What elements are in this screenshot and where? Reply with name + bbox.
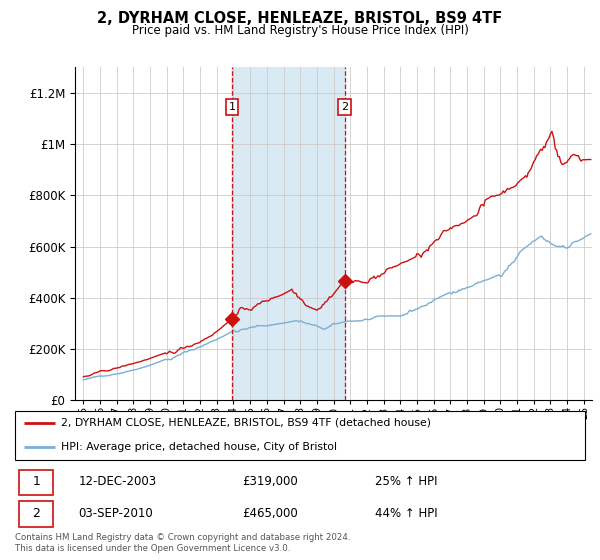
Bar — [232, 67, 345, 400]
Text: 2, DYRHAM CLOSE, HENLEAZE, BRISTOL, BS9 4TF (detached house): 2, DYRHAM CLOSE, HENLEAZE, BRISTOL, BS9 … — [61, 418, 431, 428]
Text: 2: 2 — [32, 507, 40, 520]
FancyBboxPatch shape — [19, 501, 53, 526]
Text: 1: 1 — [229, 102, 236, 112]
Text: 1: 1 — [32, 475, 40, 488]
Text: 44% ↑ HPI: 44% ↑ HPI — [375, 507, 437, 520]
Text: 12-DEC-2003: 12-DEC-2003 — [78, 475, 157, 488]
Text: 2: 2 — [341, 102, 349, 112]
Text: 2, DYRHAM CLOSE, HENLEAZE, BRISTOL, BS9 4TF: 2, DYRHAM CLOSE, HENLEAZE, BRISTOL, BS9 … — [97, 11, 503, 26]
FancyBboxPatch shape — [19, 470, 53, 495]
Text: 25% ↑ HPI: 25% ↑ HPI — [375, 475, 437, 488]
Text: Price paid vs. HM Land Registry's House Price Index (HPI): Price paid vs. HM Land Registry's House … — [131, 24, 469, 36]
Text: Contains HM Land Registry data © Crown copyright and database right 2024.
This d: Contains HM Land Registry data © Crown c… — [15, 533, 350, 553]
Text: £319,000: £319,000 — [242, 475, 298, 488]
Text: 03-SEP-2010: 03-SEP-2010 — [78, 507, 153, 520]
Text: £465,000: £465,000 — [242, 507, 298, 520]
Text: HPI: Average price, detached house, City of Bristol: HPI: Average price, detached house, City… — [61, 442, 337, 452]
FancyBboxPatch shape — [15, 411, 585, 460]
